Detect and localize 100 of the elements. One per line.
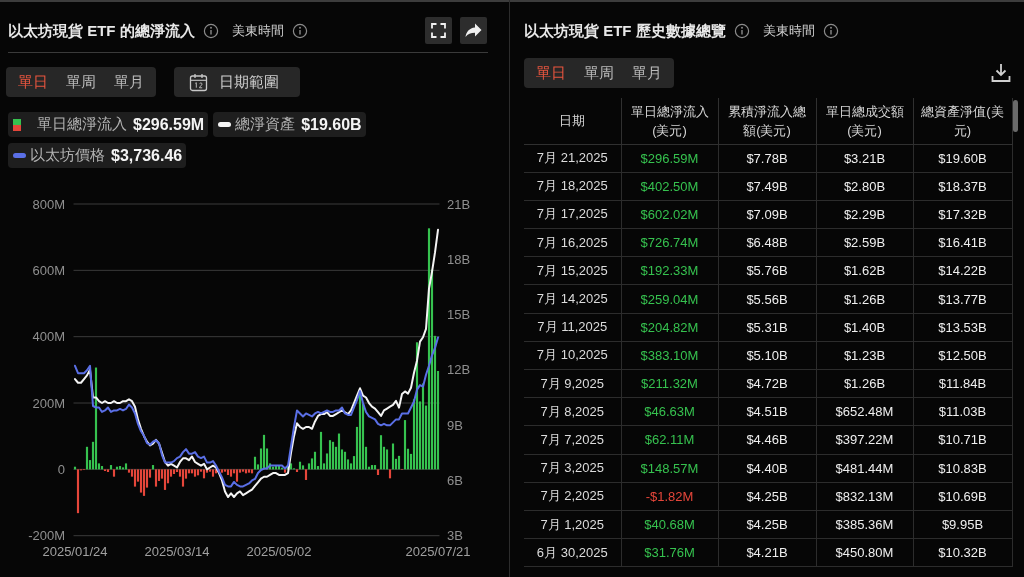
y-tick-label: 800M [32, 196, 65, 212]
y2-tick-label: 18B [447, 251, 471, 267]
chart-title: 以太坊現貨 ETF 的總淨流入 [8, 21, 195, 41]
text: $397.22M [816, 425, 913, 455]
text: $259.04M [621, 284, 718, 314]
text: $4.21B [718, 538, 816, 567]
y-tick-label: 0 [57, 461, 65, 477]
text: $4.25B [718, 482, 816, 511]
button-group: 單日 單周 單月 [524, 58, 674, 88]
text: $4.25B [718, 510, 816, 539]
text: $383.10M [621, 341, 718, 370]
text: $204.82M [621, 313, 718, 342]
y2-tick-label: 15B [447, 307, 471, 323]
text: 7月 18,2025 [524, 172, 621, 201]
text: $4.72B [718, 369, 816, 398]
x-tick-label: 2025/05/02 [246, 544, 312, 559]
text: $481.44M [816, 454, 913, 483]
text: $2.29B [816, 200, 913, 229]
x-tick-label: 2025/03/14 [144, 544, 210, 559]
text: $1.26B [816, 369, 913, 398]
text: $7.09B [718, 200, 816, 229]
text: 日期 [524, 98, 621, 144]
text: 7月 17,2025 [524, 200, 621, 229]
text: 6月 30,2025 [524, 538, 621, 567]
text: 以太坊現貨 ETF 歷史數據總覽 [524, 21, 726, 41]
text: $2.59B [816, 228, 913, 257]
text: 7月 15,2025 [524, 256, 621, 285]
text: $192.33M [621, 256, 718, 285]
text: $14.22B [913, 256, 1012, 285]
text: $40.68M [621, 510, 718, 539]
text: 美東時間 [762, 22, 815, 40]
button: 日期範圍 [174, 67, 300, 97]
y-tick-label: -200M [28, 528, 65, 544]
text: $12.50B [913, 341, 1012, 370]
x-tick-label: 2025/01/24 [42, 544, 108, 559]
text: $5.31B [718, 313, 816, 342]
text: $4.51B [718, 397, 816, 426]
text: 累積淨流入總額(美元) [718, 98, 816, 144]
legend-item: 單日總淨流入 $296.59M [8, 112, 209, 137]
text: $13.53B [913, 313, 1012, 342]
text: $10.83B [913, 454, 1012, 483]
text: $2.80B [816, 172, 913, 201]
text: $4.40B [718, 454, 816, 483]
text: $5.10B [718, 341, 816, 370]
text: $5.56B [718, 284, 816, 314]
text: $62.11M [621, 425, 718, 455]
text: $211.32M [621, 369, 718, 398]
text: $402.50M [621, 172, 718, 201]
text: 單日總成交額(美元) [816, 98, 913, 144]
text: 單日總淨流入(美元) [621, 98, 718, 144]
text: $385.36M [816, 510, 913, 539]
text: 7月 7,2025 [524, 425, 621, 455]
chart-subtitle: 美東時間 [231, 22, 284, 40]
text: $1.40B [816, 313, 913, 342]
text: $11.03B [913, 397, 1012, 426]
text: $148.57M [621, 454, 718, 483]
text: 7月 2,2025 [524, 482, 621, 511]
button-group: 單日 單周 單月 [6, 67, 156, 97]
legend-label: 總淨資產 [235, 115, 296, 134]
text: $18.37B [913, 172, 1012, 201]
text: $296.59M [621, 144, 718, 173]
text: $450.80M [816, 538, 913, 567]
text: $13.77B [913, 284, 1012, 314]
text: $602.02M [621, 200, 718, 229]
text: 總資產淨值(美元) [913, 98, 1012, 144]
legend-item: 總淨資產 $19.60B [213, 112, 366, 137]
text: $19.60B [913, 144, 1012, 173]
text: $1.23B [816, 341, 913, 370]
y-tick-label: 200M [32, 395, 65, 411]
legend-label: 以太坊價格 [30, 146, 105, 165]
y2-tick-label: 21B [447, 196, 471, 212]
text: 7月 11,2025 [524, 313, 621, 342]
text: 7月 8,2025 [524, 397, 621, 426]
text: 7月 10,2025 [524, 341, 621, 370]
y2-tick-label: 6B [447, 472, 463, 488]
text: $16.41B [913, 228, 1012, 257]
text: $17.32B [913, 200, 1012, 229]
text: $4.46B [718, 425, 816, 455]
text: $726.74M [621, 228, 718, 257]
text: 7月 1,2025 [524, 510, 621, 539]
y2-tick-label: 12B [447, 362, 471, 378]
legend-label: 單日總淨流入 [37, 115, 127, 134]
text: $10.71B [913, 425, 1012, 455]
text: $1.26B [816, 284, 913, 314]
text: $9.95B [913, 510, 1012, 539]
text: $7.78B [718, 144, 816, 173]
text: $3.21B [816, 144, 913, 173]
x-tick-label: 2025/07/21 [405, 544, 471, 559]
text: $46.63M [621, 397, 718, 426]
text: $7.49B [718, 172, 816, 201]
text: $5.76B [718, 256, 816, 285]
text: $832.13M [816, 482, 913, 511]
text: $1.62B [816, 256, 913, 285]
y2-tick-label: 9B [447, 417, 463, 433]
y2-tick-label: 3B [447, 528, 463, 544]
text: $6.48B [718, 228, 816, 257]
text: 7月 9,2025 [524, 369, 621, 398]
text: $31.76M [621, 538, 718, 567]
text: $11.84B [913, 369, 1012, 398]
text: $10.32B [913, 538, 1012, 567]
